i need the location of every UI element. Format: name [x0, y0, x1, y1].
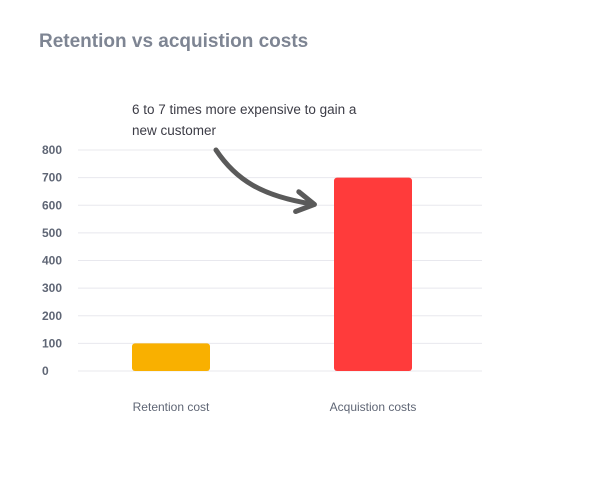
y-tick-label: 800	[42, 143, 62, 157]
y-tick-label: 100	[42, 336, 62, 350]
y-tick-label: 400	[42, 254, 62, 268]
y-axis-tick-labels: 0 100 200 300 400 500 600 700 800	[42, 143, 62, 378]
y-tick-label: 600	[42, 198, 62, 212]
y-tick-label: 700	[42, 171, 62, 185]
x-axis-category-labels: Retention cost Acquistion costs	[133, 400, 417, 414]
annotation-text: 6 to 7 times more expensive to gain a ne…	[132, 102, 357, 138]
annotation-arrow	[213, 147, 317, 215]
x-category-label: Retention cost	[133, 400, 210, 414]
y-tick-label: 500	[42, 226, 62, 240]
chart-title: Retention vs acquistion costs	[39, 31, 309, 52]
bar-acquistion-costs	[334, 177, 412, 371]
y-tick-label: 200	[42, 309, 62, 323]
bars	[132, 177, 412, 371]
bar-retention-cost	[132, 343, 210, 371]
x-category-label: Acquistion costs	[330, 400, 417, 414]
grid-lines	[78, 149, 482, 372]
y-tick-label: 0	[42, 364, 49, 378]
y-tick-label: 300	[42, 281, 62, 295]
